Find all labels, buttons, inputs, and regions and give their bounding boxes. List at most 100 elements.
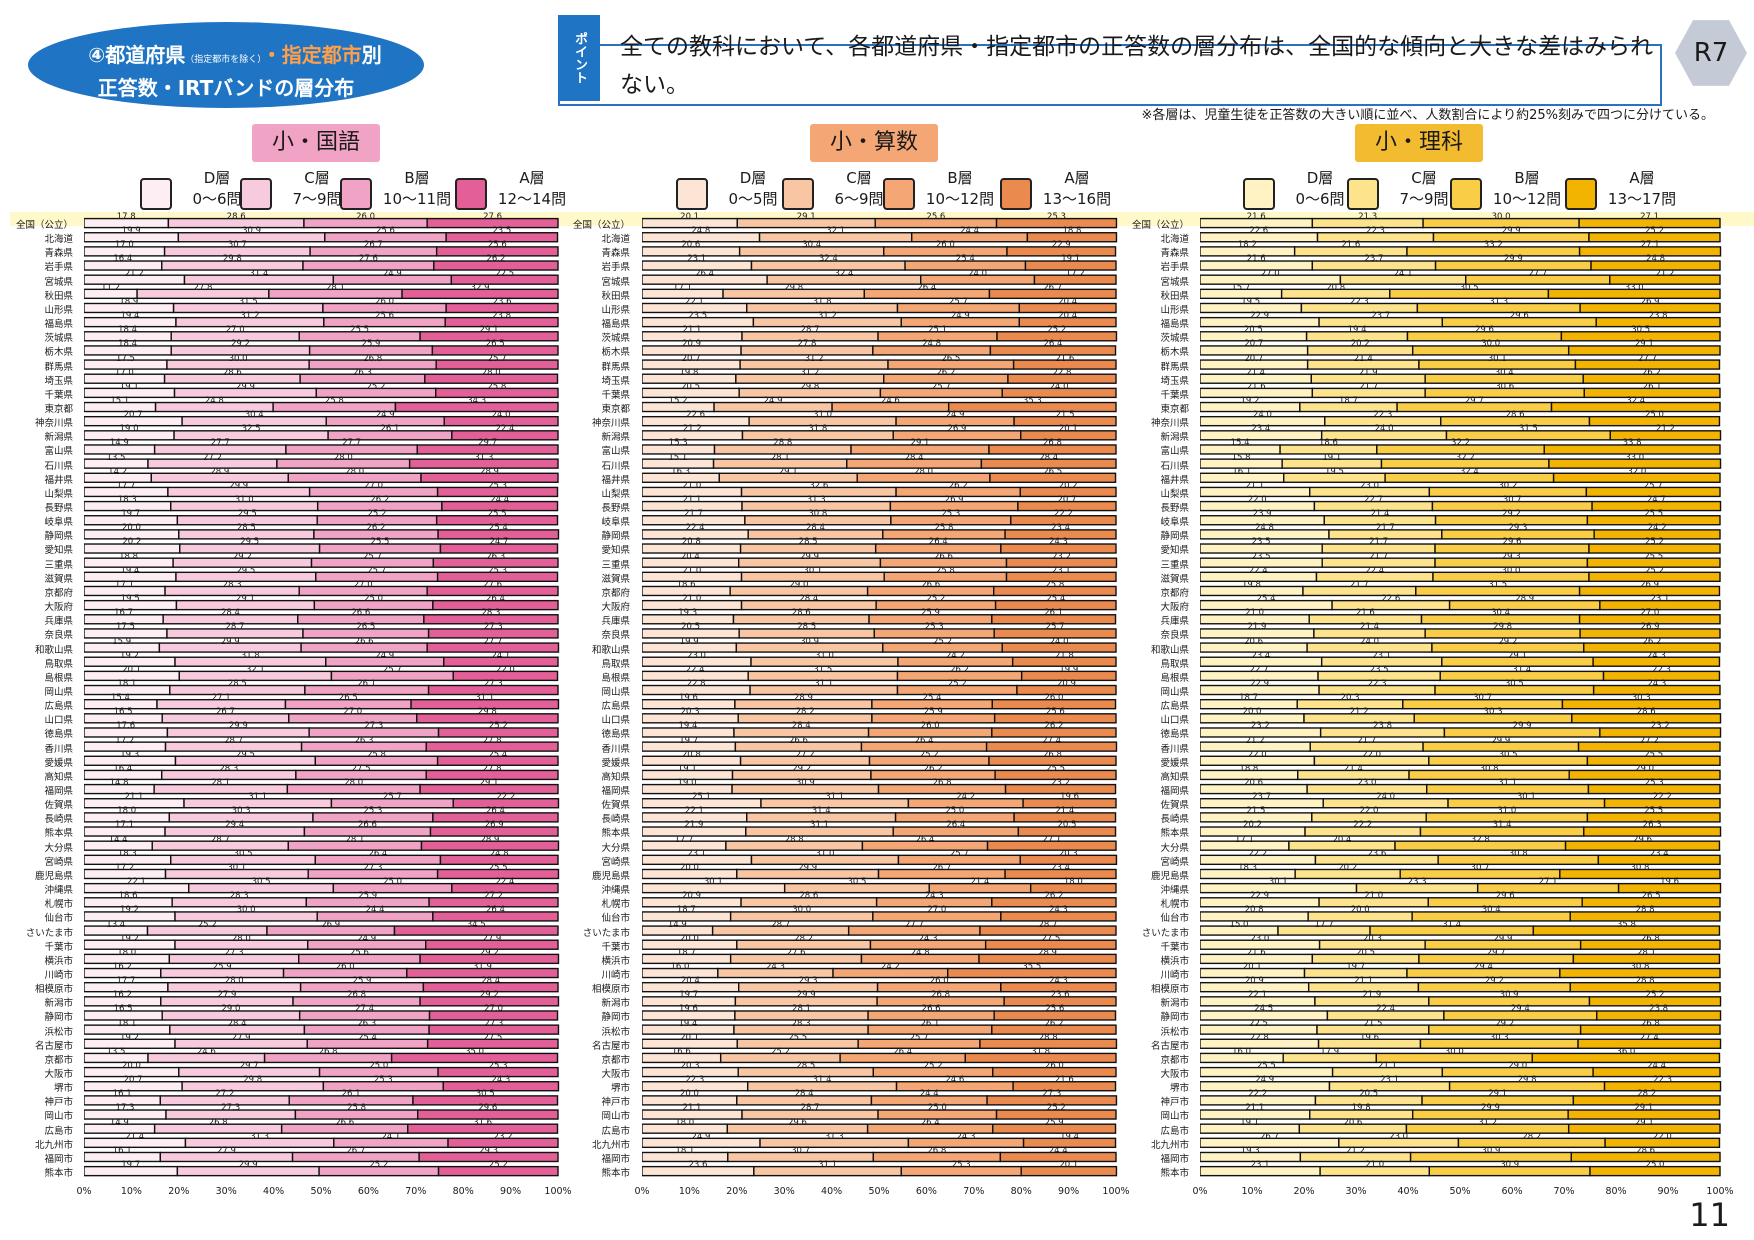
value-label: 24.1 <box>381 1131 401 1142</box>
value-label: 27.7 <box>1637 353 1657 364</box>
value-label: 26.2 <box>486 254 506 265</box>
row-label: さいたま市 <box>582 927 630 939</box>
value-label: 20.2 <box>1058 480 1078 491</box>
value-label: 27.3 <box>484 1018 504 1029</box>
value-label: 31.8 <box>240 650 260 661</box>
value-label: 19.1 <box>1061 254 1081 265</box>
value-label: 31.3 <box>250 1131 270 1142</box>
value-label: 17.7 <box>674 834 694 845</box>
row-label: 神奈川県 <box>591 418 630 430</box>
value-label: 28.8 <box>1635 976 1655 987</box>
bar-segment-A層 <box>451 430 559 441</box>
value-label: 26.7 <box>1259 1131 1279 1142</box>
value-label: 27.4 <box>1639 1032 1659 1043</box>
row-label: 島根県 <box>1160 672 1189 684</box>
value-label: 15.0 <box>1229 919 1249 930</box>
value-label: 29.3 <box>1508 523 1528 534</box>
bar-segment-A層 <box>435 515 559 526</box>
value-label: 24.4 <box>490 495 510 505</box>
bar-segment-A層 <box>1609 274 1721 285</box>
row-label: 大分県 <box>1160 842 1189 854</box>
x-tick-label: 0% <box>634 1186 650 1198</box>
bar-segment-A層 <box>1589 1165 1721 1177</box>
value-label: 25.7 <box>382 792 402 803</box>
value-label: 21.1 <box>1377 1061 1397 1071</box>
value-label: 24.5 <box>1254 1004 1274 1015</box>
bar-segment-A層 <box>995 1109 1117 1120</box>
value-label: 31.4 <box>1512 664 1532 675</box>
row-label: 川崎市 <box>601 969 630 981</box>
row-label: 岡山市 <box>601 1111 630 1123</box>
value-label: 28.3 <box>219 763 239 774</box>
value-label: 25.0 <box>1645 1160 1665 1171</box>
value-label: 22.4 <box>495 424 515 435</box>
bar-segment-A層 <box>1577 1038 1722 1049</box>
value-label: 30.5 <box>847 877 867 888</box>
value-label: 29.4 <box>1510 1004 1530 1015</box>
row-label: 福岡市 <box>601 1153 630 1165</box>
legend-swatch-3-4 <box>1565 178 1597 210</box>
value-label: 24.0 <box>1252 410 1272 421</box>
value-label: 29.9 <box>1512 721 1532 732</box>
bar-segment-A層 <box>1570 1151 1721 1163</box>
value-label: 27.8 <box>482 763 502 774</box>
value-label: 19.4 <box>678 1018 698 1029</box>
row-label: 広島県 <box>1160 701 1189 713</box>
value-label: 21.2 <box>1349 707 1369 718</box>
value-label: 29.2 <box>792 763 812 774</box>
value-label: 20.5 <box>1359 1089 1379 1100</box>
value-label: 28.8 <box>1635 905 1655 916</box>
value-label: 23.2 <box>1052 551 1071 562</box>
value-label: 26.8 <box>932 778 952 788</box>
value-label: 26.2 <box>1044 891 1064 902</box>
bar-segment-A層 <box>988 288 1117 300</box>
value-label: 27.3 <box>483 678 503 689</box>
value-label: 24.0 <box>1360 636 1379 647</box>
value-label: 25.9 <box>361 339 381 350</box>
value-label: 27.3 <box>224 947 244 958</box>
bar-segment-A層 <box>1599 599 1721 611</box>
row-label: 北海道 <box>601 234 630 246</box>
value-label: 27.5 <box>351 763 371 774</box>
value-label: 25.7 <box>1643 480 1663 491</box>
value-label: 18.7 <box>676 947 696 958</box>
row-label: 岩手県 <box>601 262 630 274</box>
value-label: 21.0 <box>682 565 702 576</box>
row-label: 栃木県 <box>601 347 630 359</box>
value-label: 23.2 <box>1650 721 1670 732</box>
row-label: 岡山市 <box>1160 1111 1189 1123</box>
row-label: 千葉県 <box>601 389 630 401</box>
bar-segment-A層 <box>1006 246 1117 257</box>
value-label: 25.9 <box>352 976 372 987</box>
bar-segment-A層 <box>1586 557 1721 568</box>
value-label: 29.2 <box>1498 636 1518 647</box>
bar-segment-A層 <box>1003 996 1117 1007</box>
value-label: 20.9 <box>1056 678 1076 689</box>
row-label: さいたま市 <box>25 927 73 939</box>
badge-line2: 正答数・IRTバンドの層分布 <box>97 76 355 100</box>
row-label: 広島市 <box>44 1125 73 1137</box>
value-label: 21.1 <box>682 495 702 505</box>
value-label: 18.8 <box>1239 763 1259 774</box>
legend-range: 0～6問 <box>192 190 242 208</box>
bar-segment-A層 <box>989 472 1117 483</box>
value-label: 26.5 <box>1641 891 1661 902</box>
value-label: 30.4 <box>802 240 822 251</box>
value-label: 27.2 <box>202 452 222 463</box>
value-label: 24.2 <box>945 650 965 661</box>
value-label: 31.9 <box>472 961 492 972</box>
bar-segment-A層 <box>1583 387 1721 399</box>
row-label: 仙台市 <box>601 913 630 925</box>
row-label: 鹿児島県 <box>34 870 73 882</box>
value-label: 26.0 <box>920 721 940 732</box>
row-label: 香川県 <box>44 743 73 755</box>
value-label: 19.6 <box>678 693 698 704</box>
row-label: 兵庫県 <box>44 616 73 628</box>
bar-segment-A層 <box>437 727 559 738</box>
value-label: 18.7 <box>1239 693 1259 704</box>
value-label: 29.8 <box>784 282 804 293</box>
bar-segment-A層 <box>993 713 1117 724</box>
value-label: 16.1 <box>112 1089 132 1100</box>
value-label: 27.7 <box>483 636 503 647</box>
value-label: 21.9 <box>1358 367 1378 378</box>
